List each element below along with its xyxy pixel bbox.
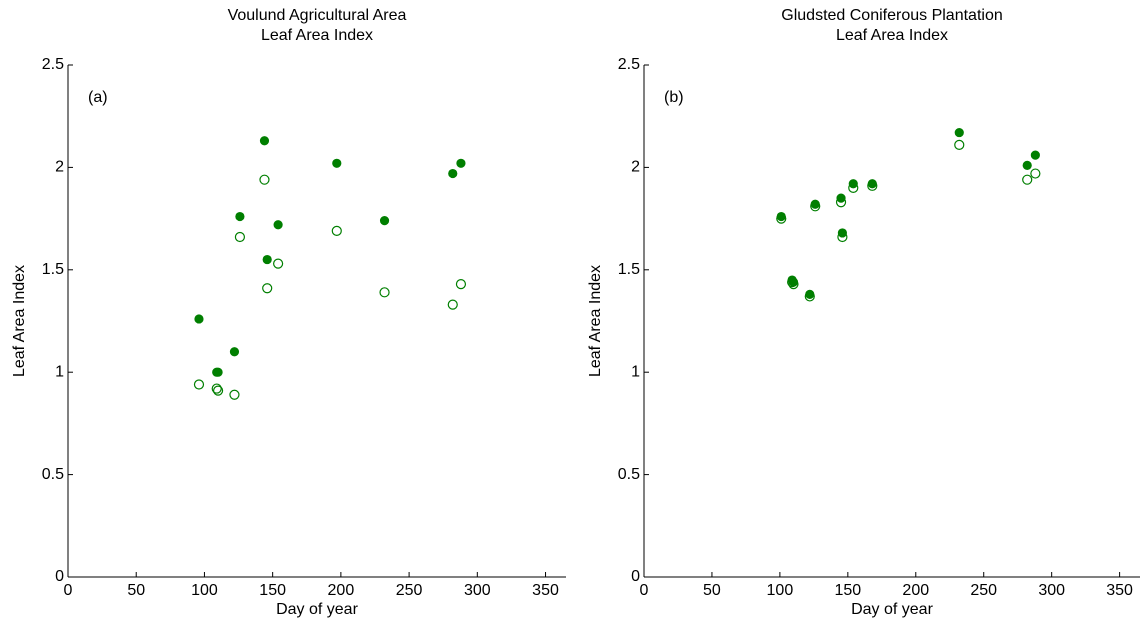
x-tick-label: 200 <box>328 582 355 599</box>
point <box>848 182 859 193</box>
y-tick-label: 2 <box>631 159 640 176</box>
point <box>212 385 224 396</box>
point <box>235 211 245 222</box>
point <box>837 231 848 243</box>
y-axis-label: Leaf Area Index <box>587 265 604 377</box>
point <box>229 389 240 400</box>
point <box>804 291 815 302</box>
x-tick-label: 150 <box>259 582 286 599</box>
point <box>1022 174 1033 185</box>
point <box>810 201 821 212</box>
point <box>332 158 342 168</box>
point <box>379 216 390 226</box>
point <box>234 231 246 243</box>
y-tick-label: 0 <box>631 568 640 585</box>
point <box>213 367 223 377</box>
y-tick-label: 0.5 <box>42 466 64 483</box>
point <box>273 258 284 269</box>
y-tick-label: 1.5 <box>618 261 640 278</box>
point <box>448 168 458 179</box>
point <box>1030 168 1041 179</box>
x-tick-label: 0 <box>640 582 649 599</box>
point <box>194 314 204 324</box>
x-tick-label: 350 <box>532 582 559 599</box>
x-tick-label: 50 <box>127 582 145 599</box>
point <box>1022 160 1032 170</box>
point <box>776 213 787 224</box>
x-axis-label: Day of year <box>276 601 358 618</box>
point <box>262 254 272 265</box>
x-tick-label: 100 <box>767 582 794 599</box>
x-tick-label: 250 <box>970 582 997 599</box>
point <box>259 136 270 146</box>
x-tick-label: 300 <box>1038 582 1065 599</box>
x-tick-label: 200 <box>902 582 929 599</box>
x-tick-label: 350 <box>1106 582 1133 599</box>
point <box>379 287 390 298</box>
y-tick-label: 0 <box>55 568 64 585</box>
point <box>788 279 799 290</box>
y-tick-label: 1 <box>631 363 640 380</box>
y-tick-label: 0.5 <box>618 466 640 483</box>
x-tick-label: 100 <box>191 582 218 599</box>
point <box>867 180 878 191</box>
x-axis-label: Day of year <box>851 601 933 618</box>
point <box>331 225 342 236</box>
chart-title: Leaf Area Index <box>836 27 948 44</box>
point <box>273 220 283 230</box>
y-tick-label: 2.5 <box>42 56 64 73</box>
x-tick-label: 250 <box>396 582 423 599</box>
chart-title: Leaf Area Index <box>261 27 373 44</box>
point <box>835 197 847 208</box>
point <box>211 383 222 394</box>
point <box>954 139 965 150</box>
point <box>787 276 798 288</box>
point <box>193 379 205 390</box>
x-tick-label: 150 <box>834 582 861 599</box>
panel-annotation: (b) <box>664 89 684 106</box>
y-tick-label: 1.5 <box>42 261 64 278</box>
point <box>447 299 458 310</box>
x-tick-label: 0 <box>64 582 73 599</box>
point <box>455 279 467 290</box>
x-tick-label: 300 <box>464 582 491 599</box>
y-tick-label: 1 <box>55 363 64 380</box>
point <box>1030 150 1040 160</box>
point <box>259 174 270 185</box>
y-axis-label: Leaf Area Index <box>11 265 28 377</box>
y-tick-label: 2 <box>55 159 64 176</box>
point <box>954 127 964 138</box>
point <box>456 158 466 168</box>
chart-title: Voulund Agricultural Area <box>228 7 407 24</box>
point <box>262 283 273 294</box>
y-tick-label: 2.5 <box>618 56 640 73</box>
panel-annotation: (a) <box>88 89 108 106</box>
x-tick-label: 50 <box>703 582 721 599</box>
point <box>229 347 240 357</box>
chart-title: Gludsted Coniferous Plantation <box>781 7 1002 24</box>
